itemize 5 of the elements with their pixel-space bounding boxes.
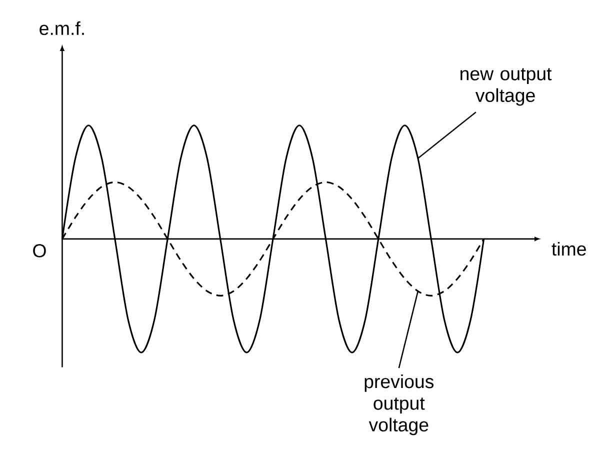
text: O	[33, 244, 46, 258]
text: previous output voltage	[364, 374, 434, 436]
x-axis-title: time	[552, 242, 586, 256]
y-axis-title: e.m.f.	[40, 21, 84, 35]
text: new output voltage	[460, 68, 552, 106]
